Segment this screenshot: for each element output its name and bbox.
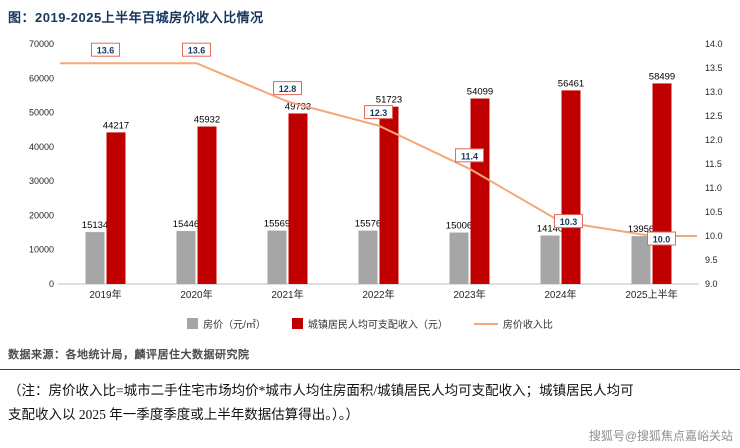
left-axis-tick: 20000 xyxy=(29,210,54,220)
income-bar xyxy=(470,98,490,284)
price-legend-swatch xyxy=(187,318,199,329)
ratio-label-box xyxy=(455,148,484,163)
ratio-label: 13.6 xyxy=(188,46,206,56)
price-bar-label: 15569 xyxy=(264,219,290,230)
footnote-line-2: 支配收入以 2025 年一季度季度或上半年数据估算得出。）。） xyxy=(8,407,359,422)
income-bar-label: 58499 xyxy=(649,71,675,82)
price-bar-label: 15134 xyxy=(82,220,108,231)
income-bar-label: 45932 xyxy=(194,115,220,126)
price-bar xyxy=(449,232,469,284)
ratio-label: 13.6 xyxy=(97,46,115,56)
right-axis-tick: 10.0 xyxy=(705,231,723,241)
income-bar xyxy=(106,132,126,284)
x-axis-category-label: 2021年 xyxy=(271,288,303,301)
right-axis-tick: 12.5 xyxy=(705,111,723,121)
x-axis-category-label: 2020年 xyxy=(180,288,212,301)
price-bar xyxy=(631,236,651,284)
right-axis-tick: 10.5 xyxy=(705,207,723,217)
x-axis-category-label: 2023年 xyxy=(453,288,485,301)
price-bar xyxy=(85,232,105,284)
legend-item-income: 城镇居民人均可支配收入（元） xyxy=(291,316,448,331)
income-bar-label: 54099 xyxy=(467,87,493,98)
income-bar-label: 44217 xyxy=(103,120,129,131)
left-axis-tick: 40000 xyxy=(29,142,54,152)
ratio-label: 12.3 xyxy=(370,108,388,118)
legend-item-ratio: 房价收入比 xyxy=(473,316,553,331)
income-legend-label: 城镇居民人均可支配收入（元） xyxy=(307,320,448,331)
ratio-label: 12.8 xyxy=(279,84,297,94)
left-axis-tick: 60000 xyxy=(29,73,54,83)
ratio-legend-line xyxy=(473,322,498,325)
right-axis-tick: 11.0 xyxy=(705,183,722,193)
footnote: （注：房价收入比=城市二手住宅市场均价*城市人均住房面积/城镇居民人均可支配收入… xyxy=(8,379,734,427)
legend-item-price: 房价（元/㎡） xyxy=(187,316,266,331)
x-axis-category-label: 2019年 xyxy=(89,288,121,301)
price-bar-label: 15006 xyxy=(446,221,472,232)
right-axis-tick: 11.5 xyxy=(705,159,722,169)
left-axis-tick: 30000 xyxy=(29,176,54,186)
x-axis-category-label: 2022年 xyxy=(362,288,394,301)
price-bar xyxy=(358,230,378,284)
price-bar-label: 15576 xyxy=(355,219,381,230)
ratio-label: 10.3 xyxy=(560,217,578,227)
ratio-label: 11.4 xyxy=(461,151,478,161)
left-axis-tick: 0 xyxy=(49,279,54,289)
divider-line xyxy=(0,369,740,370)
income-legend-swatch xyxy=(291,318,303,329)
right-axis-tick: 9.0 xyxy=(705,279,718,289)
chart-title: 图：2019-2025上半年百城房价收入比情况 xyxy=(8,10,264,25)
ratio-line xyxy=(60,62,697,237)
income-bar-label: 49733 xyxy=(285,101,311,112)
left-axis-tick: 50000 xyxy=(29,108,54,118)
ratio-label-box xyxy=(182,42,211,57)
income-bar xyxy=(379,106,399,284)
price-bar-label: 14140 xyxy=(537,224,563,235)
data-source: 数据来源：各地统计局，麟评居住大数据研究院 xyxy=(8,349,250,361)
x-axis-category-label: 2025上半年 xyxy=(625,288,677,301)
ratio-label-box xyxy=(273,81,302,96)
left-axis-tick: 10000 xyxy=(29,245,54,255)
right-axis-tick: 14.0 xyxy=(705,39,723,49)
price-income-ratio-chart: 0 10000 20000 30000 40000 50000 60000 70000 9.0 9… xyxy=(29,39,723,301)
price-bar-label: 13956 xyxy=(628,224,654,235)
price-bar xyxy=(267,230,287,284)
income-bar xyxy=(197,126,217,284)
ratio-legend-label: 房价收入比 xyxy=(502,320,553,331)
income-bar-label: 51723 xyxy=(376,95,402,106)
chart-legend: 房价（元/㎡） 城镇居民人均可支配收入（元） 房价收入比 xyxy=(0,316,740,331)
income-bar xyxy=(561,90,581,284)
income-bar xyxy=(288,113,308,285)
footnote-line-1: （注：房价收入比=城市二手住宅市场均价*城市人均住房面积/城镇居民人均可支配收入… xyxy=(8,383,634,398)
x-axis-category-label: 2024年 xyxy=(544,288,576,301)
income-bar xyxy=(652,83,672,284)
ratio-label: 10.0 xyxy=(653,235,671,245)
price-bar xyxy=(540,235,560,284)
price-bar-label: 15446 xyxy=(173,219,199,230)
income-bar-label: 56461 xyxy=(558,78,584,89)
right-axis-tick: 12.0 xyxy=(705,135,723,145)
price-legend-label: 房价（元/㎡） xyxy=(203,320,266,331)
left-axis-tick: 70000 xyxy=(29,39,54,49)
right-axis-tick: 9.5 xyxy=(705,255,718,265)
ratio-label-box xyxy=(647,231,676,246)
ratio-label-box xyxy=(91,42,120,57)
watermark: 搜狐号@搜狐焦点嘉峪关站 xyxy=(588,429,733,443)
right-axis-tick: 13.0 xyxy=(705,87,723,97)
price-bar xyxy=(176,231,196,284)
ratio-label-box xyxy=(554,214,583,229)
right-axis-tick: 13.5 xyxy=(705,63,723,73)
ratio-label-box xyxy=(364,105,393,120)
